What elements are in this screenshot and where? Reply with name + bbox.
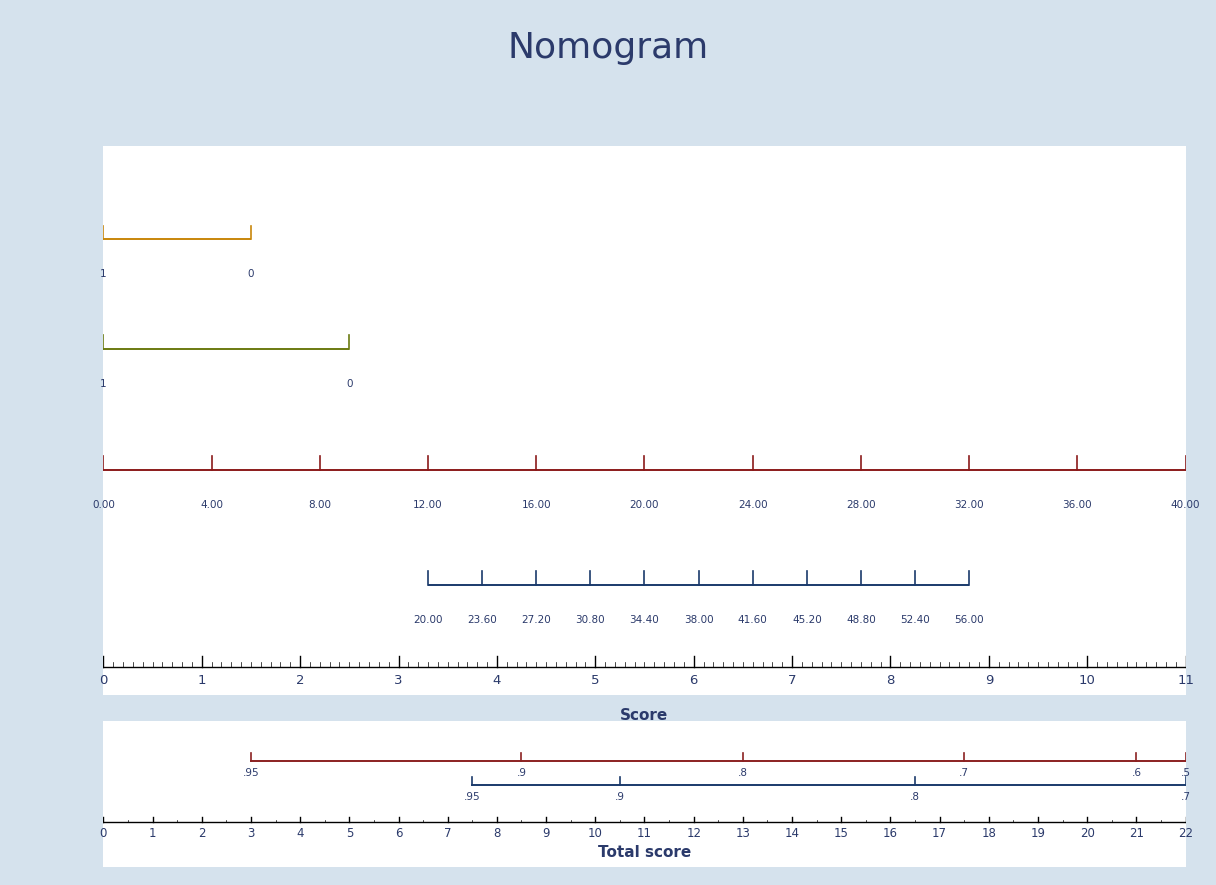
Text: .8: .8 [910, 791, 921, 802]
Text: 28.00: 28.00 [846, 500, 876, 510]
Text: 7: 7 [444, 827, 451, 841]
Text: 4: 4 [297, 827, 304, 841]
Text: 6: 6 [395, 827, 402, 841]
Text: 30.80: 30.80 [575, 615, 606, 625]
Text: 19: 19 [1030, 827, 1046, 841]
Text: 12: 12 [686, 827, 702, 841]
Text: 3: 3 [394, 673, 402, 687]
Text: 14: 14 [784, 827, 800, 841]
Text: 1: 1 [100, 379, 107, 389]
Text: 18: 18 [981, 827, 996, 841]
Text: 20.00: 20.00 [413, 615, 443, 625]
Text: 2: 2 [198, 827, 206, 841]
Text: .95: .95 [465, 791, 480, 802]
Text: .7: .7 [959, 767, 969, 778]
Text: 41.60: 41.60 [738, 615, 767, 625]
Text: 38.00: 38.00 [683, 615, 714, 625]
Text: 13: 13 [736, 827, 750, 841]
Text: 1: 1 [197, 673, 206, 687]
Text: 1: 1 [100, 269, 107, 280]
Text: 16.00: 16.00 [522, 500, 551, 510]
Text: 17: 17 [933, 827, 947, 841]
Text: .9: .9 [517, 767, 527, 778]
Text: 9: 9 [542, 827, 550, 841]
Text: .95: .95 [243, 767, 259, 778]
Text: 48.80: 48.80 [846, 615, 876, 625]
Text: 10: 10 [1079, 673, 1096, 687]
Text: 10: 10 [587, 827, 603, 841]
Text: 8: 8 [494, 827, 501, 841]
Text: .8: .8 [738, 767, 748, 778]
Text: 36.00: 36.00 [1063, 500, 1092, 510]
Text: 11: 11 [637, 827, 652, 841]
Text: 9: 9 [985, 673, 993, 687]
Text: 2: 2 [295, 673, 304, 687]
Text: 3: 3 [247, 827, 254, 841]
Text: 4: 4 [492, 673, 501, 687]
Text: 45.20: 45.20 [792, 615, 822, 625]
Text: 6: 6 [689, 673, 698, 687]
Text: 21: 21 [1128, 827, 1144, 841]
Text: 8.00: 8.00 [309, 500, 331, 510]
Text: 20: 20 [1080, 827, 1094, 841]
Text: 0: 0 [248, 269, 254, 280]
Text: 0: 0 [100, 827, 107, 841]
Text: 4.00: 4.00 [201, 500, 223, 510]
Text: .5: .5 [1181, 767, 1190, 778]
Text: 32.00: 32.00 [955, 500, 984, 510]
Text: 12.00: 12.00 [413, 500, 443, 510]
Text: 16: 16 [883, 827, 897, 841]
Text: 20.00: 20.00 [630, 500, 659, 510]
Text: 22: 22 [1178, 827, 1193, 841]
Text: .6: .6 [1131, 767, 1142, 778]
Text: Total score: Total score [598, 844, 691, 859]
Text: 11: 11 [1177, 673, 1194, 687]
Text: 8: 8 [886, 673, 895, 687]
Text: .7: .7 [1181, 791, 1190, 802]
Text: 56.00: 56.00 [955, 615, 984, 625]
Text: Nomogram: Nomogram [507, 31, 709, 65]
Text: Score: Score [620, 708, 669, 723]
Text: .9: .9 [615, 791, 625, 802]
Text: 34.40: 34.40 [630, 615, 659, 625]
Text: 5: 5 [591, 673, 599, 687]
Text: 0: 0 [347, 379, 353, 389]
Text: 52.40: 52.40 [900, 615, 930, 625]
Text: 23.60: 23.60 [467, 615, 497, 625]
Text: 0: 0 [100, 673, 107, 687]
Text: 5: 5 [345, 827, 353, 841]
Text: 1: 1 [148, 827, 157, 841]
Text: 40.00: 40.00 [1171, 500, 1200, 510]
Text: 0.00: 0.00 [92, 500, 114, 510]
Text: 24.00: 24.00 [738, 500, 767, 510]
Text: 7: 7 [788, 673, 796, 687]
Text: 15: 15 [834, 827, 849, 841]
Text: 27.20: 27.20 [522, 615, 551, 625]
